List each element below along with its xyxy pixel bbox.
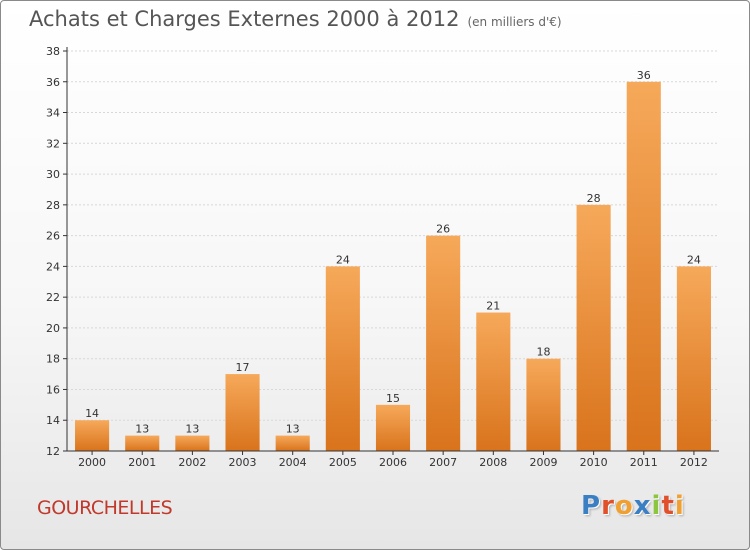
labels: 14 13 13 17 13 24 15 26 21 18 28 36 24 [85, 69, 701, 436]
x-tick-label: 2000 [78, 456, 106, 469]
data-label: 24 [687, 253, 701, 266]
x-tick-label: 2011 [630, 456, 658, 469]
bar [75, 420, 110, 451]
bar [526, 358, 561, 451]
x-tick-label: 2005 [329, 456, 357, 469]
brand-letter: i [651, 491, 662, 521]
y-tick-label: 24 [46, 260, 60, 273]
chart-title-text: Achats et Charges Externes 2000 à 2012 [29, 7, 460, 31]
x-tick-label: 2008 [479, 456, 507, 469]
bar [676, 266, 711, 451]
bar [125, 435, 160, 451]
data-label: 36 [637, 69, 651, 82]
x-tick-label: 2009 [529, 456, 557, 469]
data-label: 13 [286, 423, 300, 436]
brand-letter: x [633, 491, 652, 521]
commune-name: GOURCHELLES [37, 497, 173, 519]
y-tick-label: 34 [46, 107, 60, 120]
x-tick-label: 2006 [379, 456, 407, 469]
data-label: 17 [236, 361, 250, 374]
y-tick-label: 22 [46, 291, 60, 304]
x-tick-label: 2003 [229, 456, 257, 469]
y-tick-label: 26 [46, 230, 60, 243]
data-label: 13 [185, 423, 199, 436]
x-tick-label: 2001 [128, 456, 156, 469]
data-label: 24 [336, 253, 350, 266]
x-tick-label: 2010 [580, 456, 608, 469]
data-label: 15 [386, 392, 400, 405]
axes: 12 14 16 18 20 22 24 26 28 30 32 34 36 38 2000 2001 2002… [46, 45, 719, 469]
brand-letter: i [674, 491, 685, 521]
bar [476, 312, 511, 451]
y-tick-label: 38 [46, 45, 60, 58]
brand-letter: t [661, 491, 675, 521]
bar [275, 435, 310, 451]
brand-letter: r [601, 491, 615, 521]
bar [225, 374, 260, 451]
bar [325, 266, 360, 451]
y-tick-label: 14 [46, 414, 60, 427]
bar [576, 204, 611, 451]
y-tick-label: 20 [46, 322, 60, 335]
data-label: 14 [85, 407, 99, 420]
bar [375, 404, 411, 451]
y-tick-label: 28 [46, 199, 60, 212]
x-tick-label: 2004 [279, 456, 307, 469]
y-tick-label: 36 [46, 76, 60, 89]
x-tick-label: 2002 [178, 456, 206, 469]
data-label: 21 [486, 300, 500, 313]
y-tick-label: 16 [46, 383, 60, 396]
y-tick-label: 30 [46, 168, 60, 181]
y-tick-label: 18 [46, 353, 60, 366]
bar [626, 81, 661, 452]
data-label: 28 [587, 192, 601, 205]
chart-title: Achats et Charges Externes 2000 à 2012 (e… [29, 7, 562, 31]
bar [426, 235, 461, 451]
data-label: 26 [436, 223, 450, 236]
x-tick-label: 2012 [680, 456, 708, 469]
data-label: 18 [536, 346, 550, 359]
brand-logo[interactable]: Proxiti [581, 491, 685, 521]
brand-letter: o [614, 491, 634, 521]
y-tick-label: 32 [46, 137, 60, 150]
brand-letter: P [581, 491, 602, 521]
bars [75, 81, 711, 452]
x-tick-label: 2007 [429, 456, 457, 469]
bar [175, 435, 210, 451]
chart-unit: (en milliers d'€) [467, 15, 562, 29]
y-tick-label: 12 [46, 445, 60, 458]
data-label: 13 [135, 423, 149, 436]
